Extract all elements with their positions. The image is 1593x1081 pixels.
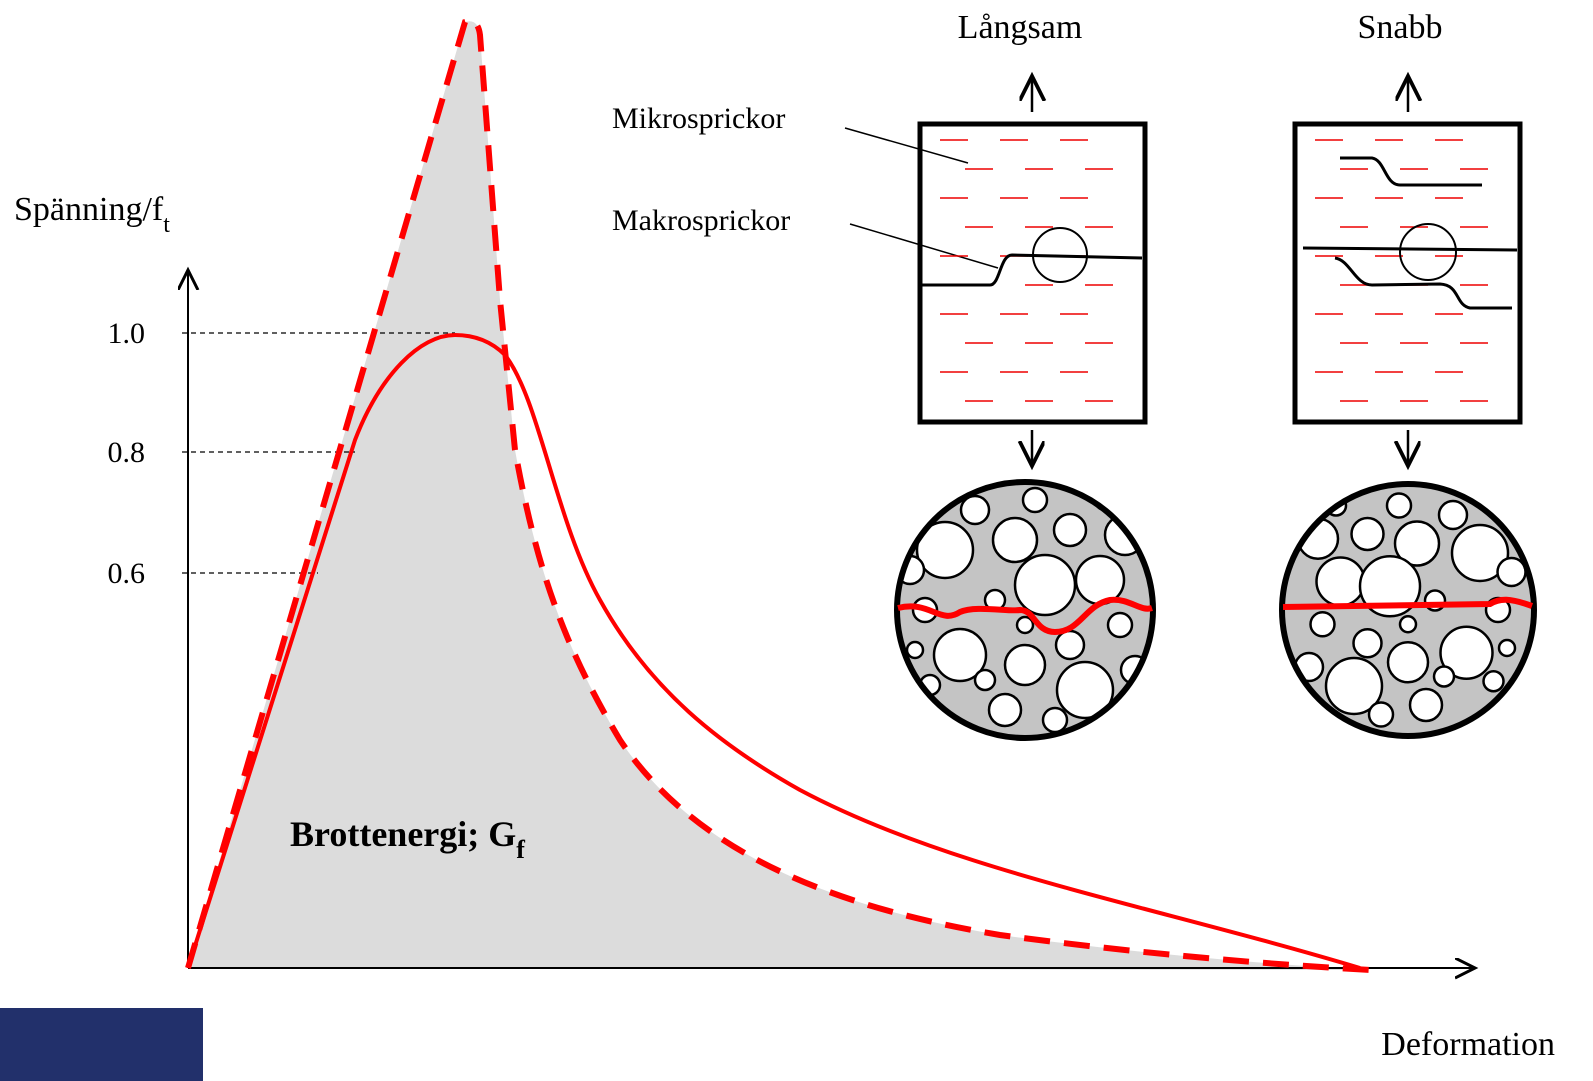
shape <box>1052 512 1088 548</box>
shape <box>1054 629 1086 661</box>
shape <box>1315 556 1366 607</box>
arrows <box>1032 76 1408 466</box>
shape <box>959 494 991 526</box>
shape <box>932 627 988 683</box>
shape <box>915 520 975 580</box>
macro-cracks <box>922 156 1518 310</box>
shape <box>1497 638 1517 658</box>
shape <box>1015 615 1035 635</box>
shape <box>1003 643 1047 687</box>
shape <box>1385 492 1413 519</box>
panel-title: Snabb <box>1358 9 1443 46</box>
shape <box>1358 555 1422 618</box>
shape <box>1106 611 1134 639</box>
shape <box>1055 660 1115 720</box>
tick-guides <box>182 332 455 574</box>
shape <box>1350 516 1385 552</box>
shape <box>1482 670 1505 693</box>
x-axis-label: Deformation <box>1381 1026 1555 1063</box>
shape <box>1074 554 1126 606</box>
shape <box>1041 706 1069 734</box>
fracture-energy-area <box>188 21 1370 970</box>
crack-path <box>1282 596 1534 610</box>
specimen-box <box>917 121 1148 425</box>
shape <box>1450 523 1510 583</box>
callout-label: Mikrosprickor <box>612 102 785 135</box>
shape <box>1309 611 1336 638</box>
section-outline <box>1279 481 1537 739</box>
shape <box>1367 701 1395 728</box>
shape <box>1386 641 1430 684</box>
callout-line <box>844 127 969 164</box>
shape <box>1398 615 1418 634</box>
callout-line <box>849 223 999 269</box>
callout-label: Makrosprickor <box>612 204 790 237</box>
shape <box>1021 486 1049 514</box>
shape <box>1439 625 1494 680</box>
shape <box>1408 687 1444 723</box>
y-axis-label: Spänning/ft <box>14 191 170 238</box>
shape <box>1393 520 1441 567</box>
corner-block <box>0 1008 203 1081</box>
shape <box>1432 665 1456 688</box>
shape <box>1496 556 1527 588</box>
dashed-curve <box>185 18 1371 973</box>
solid-curve <box>186 332 1361 970</box>
shape <box>1437 499 1469 531</box>
aggregates <box>1293 492 1527 728</box>
y-tick-label: 0.8 <box>108 436 146 469</box>
shape <box>973 668 997 692</box>
micro-cracks <box>940 139 1488 402</box>
shape <box>905 640 925 660</box>
specimen-box <box>1292 121 1523 425</box>
y-tick-label: 0.6 <box>108 557 146 590</box>
area-label: Brottenergi; Gf <box>290 814 525 864</box>
section-outline <box>894 479 1156 741</box>
shape <box>987 692 1023 728</box>
shape <box>991 516 1039 564</box>
shape <box>1352 628 1383 659</box>
panel-title: Långsam <box>958 9 1083 46</box>
y-tick-label: 1.0 <box>108 317 146 350</box>
shape <box>1013 553 1077 617</box>
shape <box>1324 656 1384 716</box>
crack-path <box>897 596 1153 636</box>
